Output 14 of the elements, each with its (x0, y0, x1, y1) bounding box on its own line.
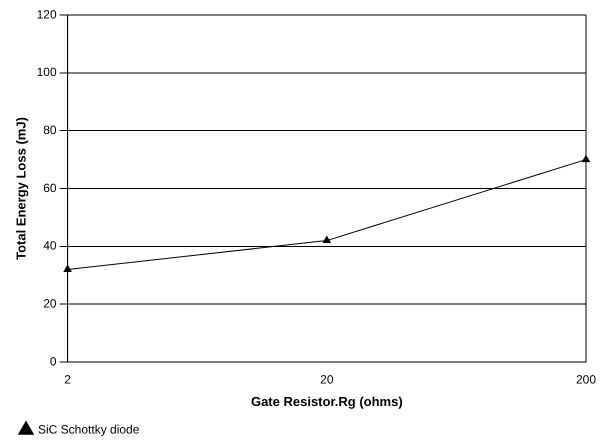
x-tick-label: 20 (320, 372, 334, 387)
y-tick-label: 120 (36, 7, 57, 22)
x-tick-label: 200 (576, 372, 596, 387)
y-tick-label: 60 (43, 180, 57, 195)
y-tick-label: 80 (43, 122, 57, 137)
y-tick-label: 40 (43, 238, 57, 253)
point (322, 236, 331, 244)
y-axis-title: Total Energy Loss (mJ) (13, 117, 28, 260)
y-tick-label: 20 (43, 296, 57, 310)
y-tick-label: 100 (36, 65, 57, 80)
legend-label: SiC Schottky diode (38, 422, 140, 436)
x-axis-title: Gate Resistor.Rg (ohms) (250, 394, 403, 409)
y-tick-label: 0 (50, 354, 57, 368)
x-tick-label: 2 (64, 372, 72, 387)
